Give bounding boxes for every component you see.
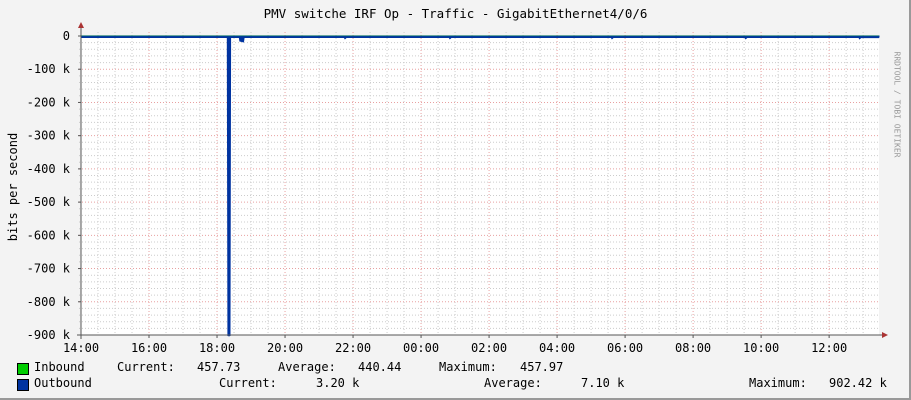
legend-outbound-maximum-label: Maximum: [749,376,807,390]
legend-outbound-current: 3.20 k [316,376,360,390]
legend-outbound-current-label: Current: [219,376,277,390]
legend-outbound-maximum: 902.42 k [829,376,887,390]
legend-inbound-maximum-label: Maximum: [439,360,497,374]
y-tick-label: -600 k [27,228,71,242]
plot-background [81,36,879,335]
y-tick-label: 0 [63,29,70,43]
x-tick-label: 00:00 [403,341,439,355]
x-tick-label: 06:00 [607,341,643,355]
y-tick-label: -100 k [27,62,71,76]
y-tick-label: -300 k [27,129,71,143]
y-tick-label: -200 k [27,95,71,109]
y-axis-arrow [78,22,84,28]
y-tick-label: -700 k [27,262,71,276]
legend-inbound-average: 440.44 [358,360,402,374]
legend-inbound-maximum: 457.97 [520,360,564,374]
x-axis-arrow [882,332,888,338]
y-tick-label: -900 k [27,328,71,342]
x-tick-label: 16:00 [131,341,167,355]
chart-title: PMV switche IRF Op - Traffic - GigabitEt… [263,6,648,21]
x-tick-label: 18:00 [199,341,235,355]
x-tick-label: 22:00 [335,341,371,355]
y-tick-label: -800 k [27,295,71,309]
legend-outbound-name: Outbound [34,376,92,390]
y-tick-label: -500 k [27,195,71,209]
x-tick-label: 20:00 [267,341,303,355]
inbound-swatch [17,363,29,375]
x-tick-label: 04:00 [539,341,575,355]
y-tick-label: -400 k [27,162,71,176]
outbound-line [81,35,880,336]
x-tick-label: 08:00 [675,341,711,355]
x-tick-label: 12:00 [811,341,847,355]
legend-inbound-name: Inbound [34,360,85,374]
legend-inbound-current-label: Current: [117,360,175,374]
x-tick-label: 14:00 [63,341,99,355]
legend-outbound-average-label: Average: [484,376,542,390]
legend-outbound-average: 7.10 k [581,376,625,390]
x-tick-label: 10:00 [743,341,779,355]
x-tick-label: 02:00 [471,341,507,355]
legend-inbound-average-label: Average: [278,360,336,374]
outbound-swatch [17,379,29,391]
legend-inbound-current: 457.73 [197,360,241,374]
